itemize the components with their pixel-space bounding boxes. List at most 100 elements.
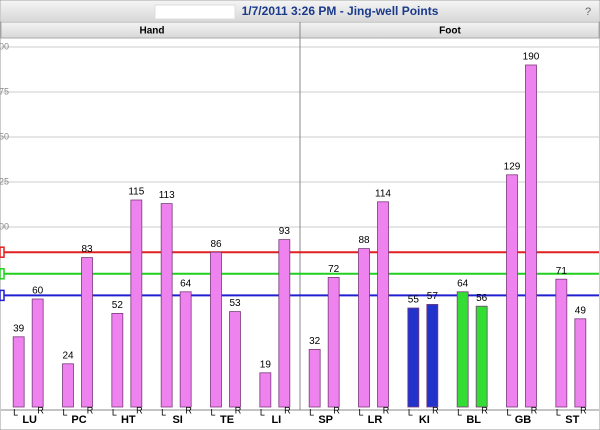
bar [229,311,241,408]
value-label: 83 [81,244,93,255]
y-tick-label: 100 [0,221,9,231]
side-label: R [37,405,44,415]
bar [525,64,537,408]
x-tick-label: GB [515,414,532,426]
y-tick-label: 200 [0,41,9,51]
value-label: 64 [180,278,192,289]
x-tick-label: ST [565,414,579,426]
y-tick-label: 175 [0,86,9,96]
side-label: L [457,407,462,417]
bar [358,248,370,408]
value-label: 60 [32,286,44,297]
side-label: L [506,407,511,417]
bar [31,298,44,408]
value-label: 88 [358,235,370,246]
bar [456,291,469,408]
side-label: L [309,407,314,417]
bar [574,318,587,408]
bar [130,199,143,408]
side-label: R [235,405,242,415]
value-label: 32 [309,336,321,347]
bar [506,174,518,408]
value-label: 64 [457,278,469,289]
value-label: 190 [523,52,540,63]
side-label: L [62,407,67,417]
value-label: 93 [279,226,291,237]
x-tick-label: KI [419,414,430,426]
side-label: R [531,405,538,415]
value-label: 56 [476,293,488,304]
side-label: R [185,405,192,415]
panel-header: Hand [140,26,165,37]
x-tick-label: LR [368,414,383,426]
value-label: 115 [128,187,144,198]
value-label: 55 [408,295,420,306]
value-label: 24 [62,350,74,361]
bar [210,251,222,408]
side-label: L [13,407,18,417]
bar [377,201,389,408]
bar [111,312,124,408]
x-tick-label: PC [71,414,86,426]
value-label: 129 [504,161,521,172]
bar [407,307,420,408]
chart-title: 1/7/2011 3:26 PM - Jing-well Points [242,4,439,18]
x-tick-label: TE [220,414,234,426]
value-label: 113 [159,190,175,201]
side-label: L [260,407,265,417]
panel-header: Foot [439,26,461,37]
side-label: R [87,405,94,415]
input-box[interactable] [154,4,236,20]
side-label: L [358,407,363,417]
side-label: R [333,405,340,415]
y-tick-label: 150 [0,131,9,141]
reference-marker [0,268,5,280]
side-label: L [161,407,166,417]
reference-marker [0,289,5,302]
bar [259,372,272,408]
y-tick-label: 125 [0,176,9,186]
bar [555,278,568,408]
side-label: R [284,405,291,415]
x-tick-label: LI [271,414,281,426]
title-bar [1,1,599,21]
value-label: 71 [556,266,568,277]
side-label: L [556,407,561,417]
value-label: 53 [229,298,241,309]
value-label: 114 [375,188,391,199]
value-label: 72 [328,264,340,275]
bar [160,203,173,408]
bar [475,305,488,408]
value-label: 86 [210,239,222,250]
x-tick-label: SI [172,414,182,426]
x-tick-label: LU [22,414,37,426]
bar [62,363,74,408]
side-label: R [432,405,439,415]
side-label: L [408,407,413,417]
bar [12,336,25,408]
bar [327,276,340,408]
value-label: 19 [260,359,272,370]
bar [426,303,439,408]
x-tick-label: HT [121,414,136,426]
reference-marker [0,246,5,258]
help-button[interactable]: ? [585,6,591,18]
side-label: R [136,405,143,415]
value-label: 49 [575,305,587,316]
value-label: 52 [112,300,124,311]
x-tick-label: SP [318,414,333,426]
side-label: R [481,405,488,415]
side-label: L [210,407,215,417]
side-label: R [383,405,390,415]
value-label: 39 [13,323,25,334]
x-tick-label: BL [466,414,481,426]
bar [81,257,93,408]
side-label: L [112,407,117,417]
bar [278,239,291,408]
bar [308,348,321,408]
value-label: 57 [427,291,439,302]
bar [179,291,192,408]
side-label: R [580,405,587,415]
